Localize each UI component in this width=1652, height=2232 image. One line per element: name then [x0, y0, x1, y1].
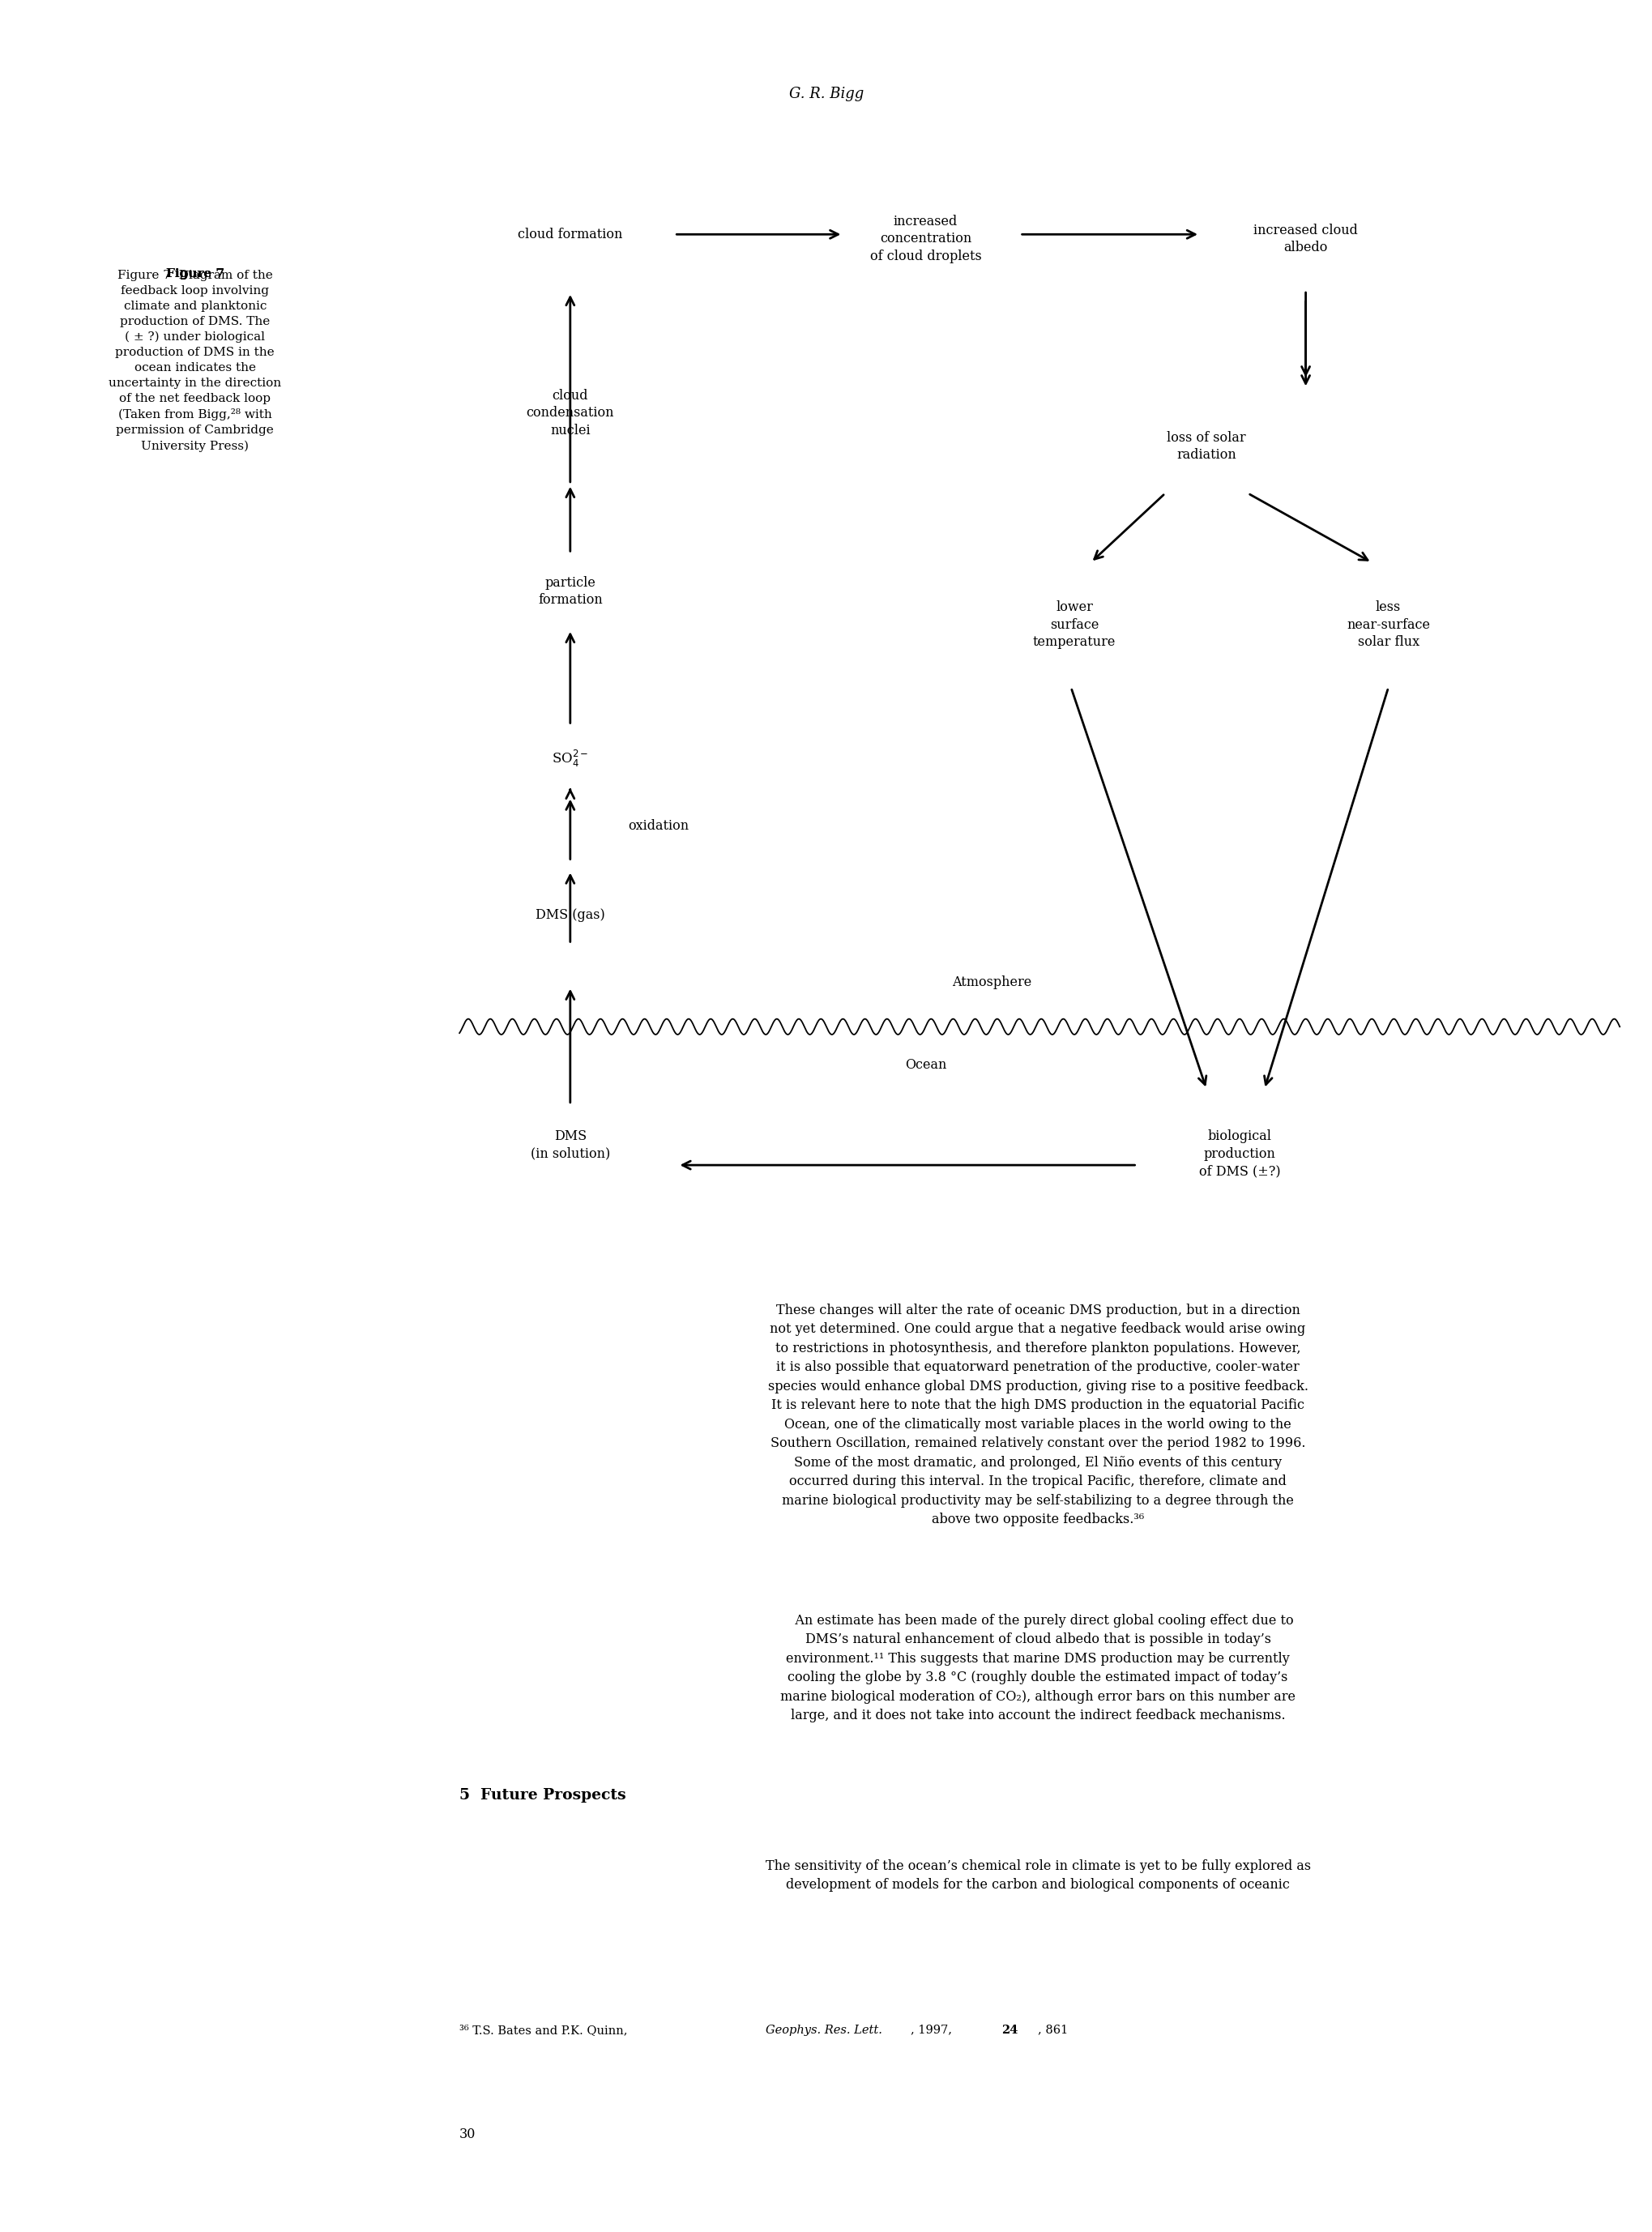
Text: Figure 7: Figure 7 — [165, 268, 225, 279]
Text: Geophys. Res. Lett.: Geophys. Res. Lett. — [765, 2024, 882, 2036]
Text: Figure 7  Diagram of the
feedback loop involving
climate and planktonic
producti: Figure 7 Diagram of the feedback loop in… — [109, 270, 281, 451]
Text: Atmosphere: Atmosphere — [952, 975, 1031, 989]
Text: Ocean: Ocean — [904, 1058, 947, 1071]
Text: ³⁶ T.S. Bates and P.K. Quinn,: ³⁶ T.S. Bates and P.K. Quinn, — [459, 2024, 631, 2036]
Text: An estimate has been made of the purely direct global cooling effect due to
DMS’: An estimate has been made of the purely … — [780, 1614, 1295, 1723]
Text: 24: 24 — [1001, 2024, 1018, 2036]
Text: G. R. Bigg: G. R. Bigg — [788, 87, 864, 100]
Text: increased
concentration
of cloud droplets: increased concentration of cloud droplet… — [869, 214, 981, 263]
Text: , 1997,: , 1997, — [910, 2024, 955, 2036]
Text: 5  Future Prospects: 5 Future Prospects — [459, 1788, 626, 1803]
Text: The sensitivity of the ocean’s chemical role in climate is yet to be fully explo: The sensitivity of the ocean’s chemical … — [765, 1859, 1310, 1893]
Text: , 861: , 861 — [1037, 2024, 1067, 2036]
Text: lower
surface
temperature: lower surface temperature — [1032, 600, 1115, 650]
Text: DMS
(in solution): DMS (in solution) — [530, 1129, 610, 1161]
Text: These changes will alter the rate of oceanic DMS production, but in a direction
: These changes will alter the rate of oce… — [768, 1303, 1307, 1527]
Text: 30: 30 — [459, 2127, 476, 2140]
Text: biological
production
of DMS (±?): biological production of DMS (±?) — [1198, 1129, 1280, 1178]
Text: Figure 7: Figure 7 — [165, 268, 225, 279]
Text: particle
formation: particle formation — [537, 576, 603, 607]
Text: Figure 7 Diagram of the
feedback loop involving
climate and planktonic
productio: Figure 7 Diagram of the feedback loop in… — [109, 268, 281, 451]
Text: increased cloud
albedo: increased cloud albedo — [1252, 223, 1358, 254]
Text: oxidation: oxidation — [628, 819, 689, 833]
Text: less
near-surface
solar flux: less near-surface solar flux — [1346, 600, 1429, 650]
Text: loss of solar
radiation: loss of solar radiation — [1166, 431, 1246, 462]
Text: cloud formation: cloud formation — [517, 228, 623, 241]
Text: cloud
condensation
nuclei: cloud condensation nuclei — [525, 388, 615, 437]
Text: SO$_4^{2-}$: SO$_4^{2-}$ — [552, 748, 588, 770]
Text: DMS (gas): DMS (gas) — [535, 908, 605, 922]
